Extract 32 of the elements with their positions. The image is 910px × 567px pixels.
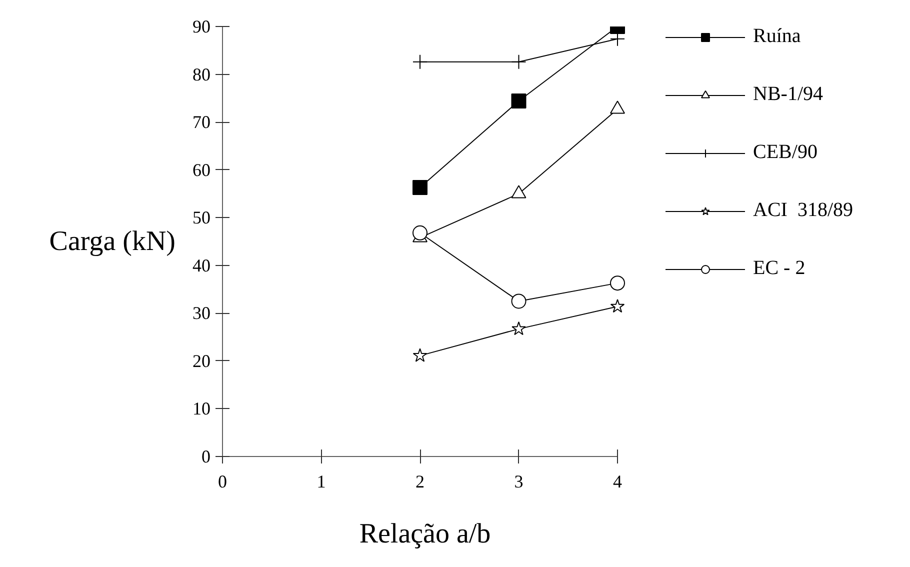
x-tick-label: 2	[416, 472, 424, 492]
x-tick-label: 1	[316, 472, 326, 492]
point	[412, 180, 428, 196]
legend-label: Ruína	[753, 25, 801, 48]
point	[610, 298, 625, 313]
point	[511, 294, 526, 309]
y-tick-label: 20	[192, 350, 210, 371]
y-axis-title: Carga (kN)	[49, 226, 176, 257]
point	[511, 54, 526, 70]
legend-label: CEB/90	[753, 141, 818, 164]
legend-label: ACI 318/89	[753, 199, 853, 222]
y-tick-label: 60	[192, 160, 210, 180]
y-tick-label: 70	[192, 112, 210, 132]
legend-label: EC - 2	[753, 257, 806, 280]
y-tick-label: 90	[192, 16, 210, 36]
y-tick-label: 50	[192, 208, 210, 228]
point	[512, 321, 526, 336]
x-tick-label: 3	[514, 472, 524, 492]
x-tick-label: 0	[218, 472, 227, 492]
legend-label: NB-1/94	[753, 83, 823, 106]
y-tick-label: 30	[192, 303, 210, 324]
x-axis-title: Relação a/b	[359, 518, 491, 550]
point	[412, 225, 428, 240]
y-tick-label: 40	[192, 255, 210, 276]
point	[511, 94, 526, 109]
point	[610, 276, 625, 291]
y-tick-label: 10	[192, 398, 210, 419]
y-tick-label: 0	[202, 446, 210, 466]
y-tick-label: 80	[192, 64, 210, 84]
point	[412, 348, 428, 362]
x-tick-label: 4	[613, 472, 622, 492]
point	[412, 54, 428, 70]
